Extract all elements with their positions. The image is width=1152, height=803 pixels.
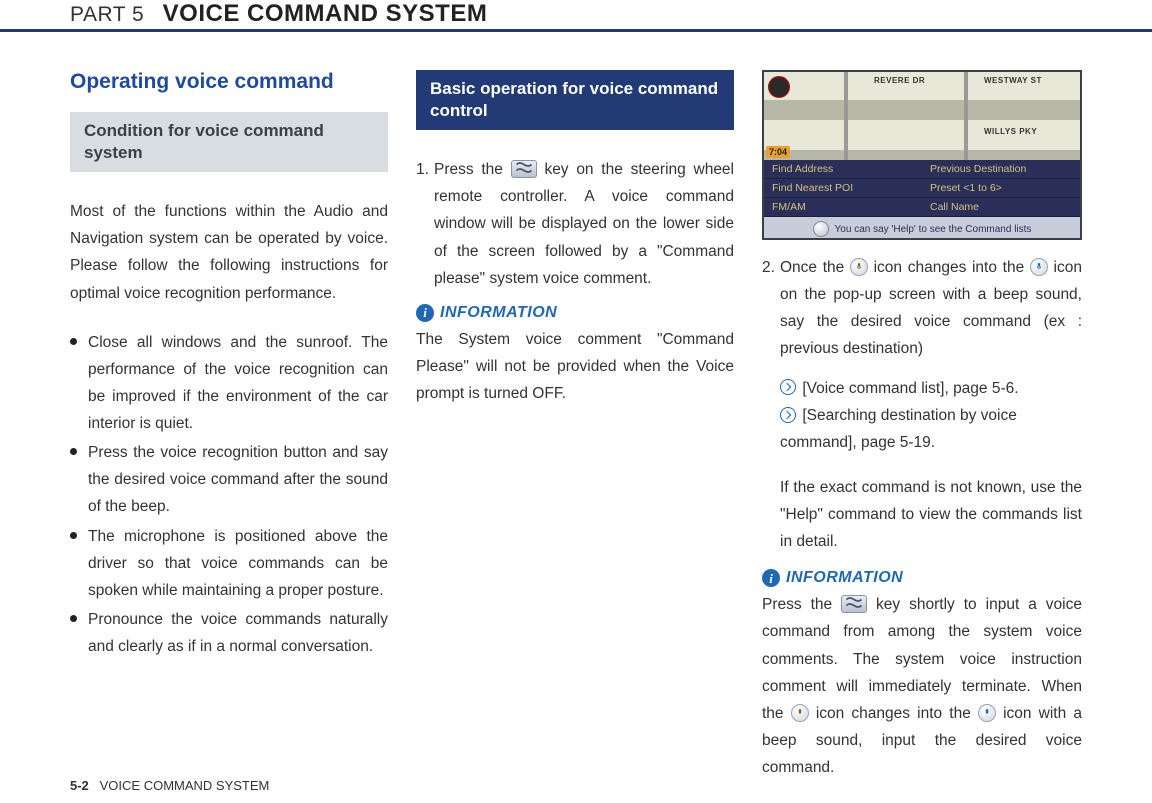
menu-item: Previous Destination bbox=[922, 160, 1080, 179]
step-number: 2. bbox=[762, 254, 775, 281]
help-text: If the exact command is not known, use t… bbox=[762, 474, 1082, 555]
info-label: INFORMATION bbox=[440, 304, 557, 322]
information-text: The System voice comment "Command Please… bbox=[416, 326, 734, 407]
information-text-2: Press the key shortly to input a voice c… bbox=[762, 591, 1082, 781]
page-header: PART 5 VOICE COMMAND SYSTEM bbox=[0, 0, 1152, 32]
step-2-text-a: Once the bbox=[780, 259, 850, 276]
reference-link-1: [Voice command list], page 5-6. bbox=[762, 375, 1082, 402]
bullet-item: Close all windows and the sunroof. The p… bbox=[70, 329, 388, 438]
column-2: Basic operation for voice command contro… bbox=[416, 70, 734, 781]
map-street-label: WESTWAY ST bbox=[984, 76, 1042, 85]
bullet-list: Close all windows and the sunroof. The p… bbox=[70, 329, 388, 661]
step-number: 1. bbox=[416, 156, 429, 183]
menu-item: Find Address bbox=[764, 160, 922, 179]
map-street-label: WILLYS PKY bbox=[984, 127, 1037, 136]
footer-label: VOICE COMMAND SYSTEM bbox=[100, 778, 270, 793]
part-label: PART 5 bbox=[70, 3, 144, 27]
nav-screenshot: REVERE DR WESTWAY ST WILLYS PKY 7:04 Fin… bbox=[762, 70, 1082, 240]
section-title: Operating voice command bbox=[70, 70, 388, 94]
screenshot-menu: Find Address Previous Destination Find N… bbox=[764, 160, 1080, 217]
info2-text-c: icon changes into the bbox=[809, 705, 978, 722]
bullet-item: The microphone is positioned above the d… bbox=[70, 523, 388, 604]
content-columns: Operating voice command Condition for vo… bbox=[0, 32, 1152, 781]
menu-item: FM/AM bbox=[764, 198, 922, 217]
info-icon: i bbox=[416, 304, 434, 322]
mic-icon bbox=[813, 221, 829, 237]
mic-idle-icon bbox=[850, 258, 868, 276]
part-title: VOICE COMMAND SYSTEM bbox=[163, 0, 488, 28]
info2-text-a: Press the bbox=[762, 596, 841, 613]
menu-item: Call Name bbox=[922, 198, 1080, 217]
reference-text: [Searching destination by voice command]… bbox=[780, 407, 1017, 451]
mic-active-icon bbox=[978, 704, 996, 722]
info-label: INFORMATION bbox=[786, 569, 903, 587]
voice-key-icon bbox=[841, 595, 867, 613]
bullet-item: Pronounce the voice commands naturally a… bbox=[70, 606, 388, 660]
clock-display: 7:04 bbox=[766, 146, 790, 158]
voice-key-icon bbox=[511, 160, 537, 178]
info-icon: i bbox=[762, 569, 780, 587]
page-footer: 5-2 VOICE COMMAND SYSTEM bbox=[70, 778, 269, 793]
mic-active-icon bbox=[1030, 258, 1048, 276]
page-number: 5-2 bbox=[70, 778, 89, 793]
reference-icon bbox=[780, 379, 796, 395]
menu-item: Preset <1 to 6> bbox=[922, 179, 1080, 198]
mic-idle-icon bbox=[791, 704, 809, 722]
intro-paragraph: Most of the functions within the Audio a… bbox=[70, 198, 388, 307]
reference-icon bbox=[780, 407, 796, 423]
step-2: 2. Once the icon changes into the icon o… bbox=[762, 254, 1082, 363]
column-1: Operating voice command Condition for vo… bbox=[70, 70, 388, 781]
bullet-item: Press the voice recognition button and s… bbox=[70, 439, 388, 520]
subheader-condition: Condition for voice command system bbox=[70, 112, 388, 172]
map-street-label: REVERE DR bbox=[874, 76, 925, 85]
compass-icon bbox=[768, 76, 790, 98]
hint-text: You can say 'Help' to see the Command li… bbox=[835, 224, 1032, 235]
step-1: 1. Press the key on the steering wheel r… bbox=[416, 156, 734, 292]
info2-text-b: key shortly to input a voice command fro… bbox=[762, 596, 1082, 722]
column-3: REVERE DR WESTWAY ST WILLYS PKY 7:04 Fin… bbox=[762, 70, 1082, 781]
screenshot-map: REVERE DR WESTWAY ST WILLYS PKY 7:04 bbox=[764, 72, 1080, 160]
information-heading: i INFORMATION bbox=[416, 304, 734, 322]
menu-item: Find Nearest POI bbox=[764, 179, 922, 198]
step-1-text-pre: Press the bbox=[434, 161, 511, 178]
reference-link-2: [Searching destination by voice command]… bbox=[762, 402, 1082, 456]
subheader-basic-operation: Basic operation for voice command contro… bbox=[416, 70, 734, 130]
reference-text: [Voice command list], page 5-6. bbox=[802, 380, 1018, 397]
information-heading-2: i INFORMATION bbox=[762, 569, 1082, 587]
step-2-text-b: icon changes into the bbox=[868, 259, 1030, 276]
screenshot-hint: You can say 'Help' to see the Command li… bbox=[764, 217, 1080, 240]
step-1-text-post: key on the steering wheel remote control… bbox=[434, 161, 734, 287]
